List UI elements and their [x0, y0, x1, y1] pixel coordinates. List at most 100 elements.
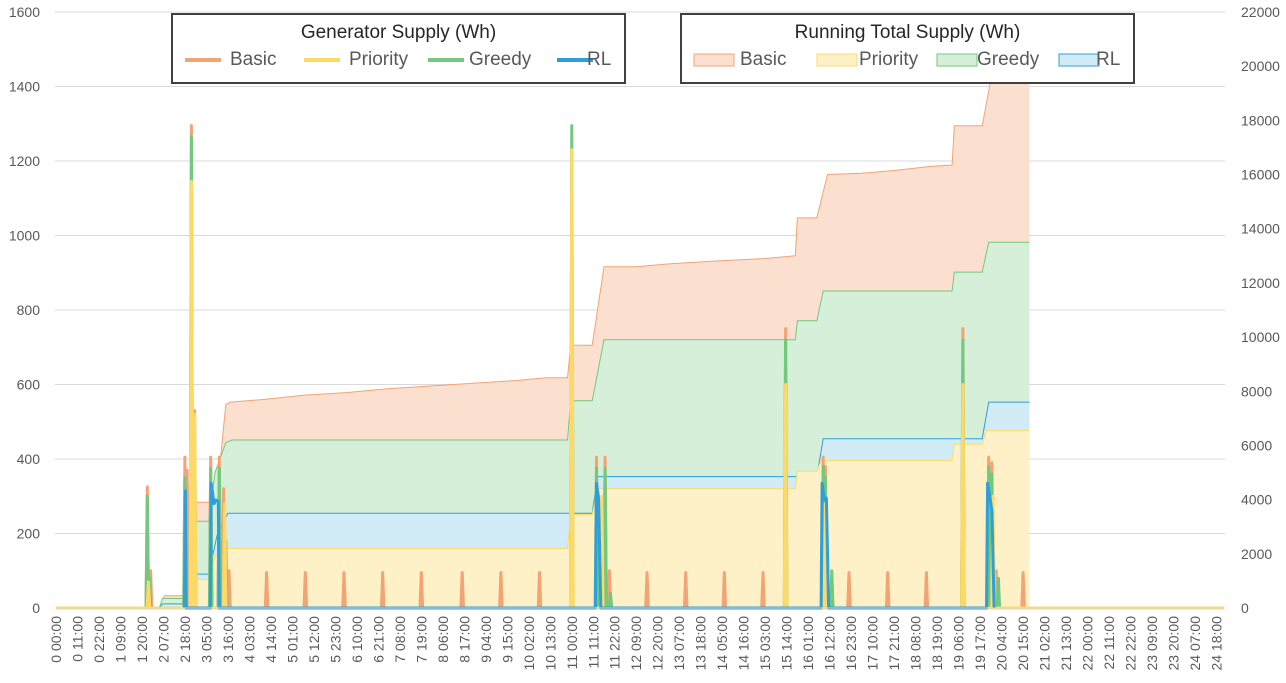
x-tick-label: 18 08:00 — [908, 616, 924, 671]
legend-swatch-rl — [1058, 53, 1100, 67]
right-tick-label: 20000 — [1241, 58, 1280, 74]
x-tick-label: 2 07:00 — [156, 616, 172, 663]
left-tick-label: 1200 — [9, 153, 40, 169]
left-tick-label: 600 — [17, 377, 41, 393]
x-tick-label: 17 21:00 — [886, 616, 902, 671]
x-tick-label: 12 20:00 — [650, 616, 666, 671]
x-tick-label: 3 05:00 — [198, 616, 214, 663]
x-tick-label: 22 22:00 — [1123, 616, 1139, 671]
right-tick-label: 0 — [1241, 600, 1249, 616]
x-tick-label: 13 18:00 — [693, 616, 709, 671]
legend-swatch-basic — [693, 53, 735, 67]
legend-running-total-supply-wh: Running Total Supply (Wh) Basic Priority Gr… — [680, 13, 1135, 84]
x-tick-label: 8 06:00 — [435, 616, 451, 663]
x-tick-label: 19 06:00 — [951, 616, 967, 671]
x-tick-label: 16 01:00 — [800, 616, 816, 671]
x-tick-label: 9 04:00 — [478, 616, 494, 663]
x-tick-label: 2 18:00 — [177, 616, 193, 663]
x-tick-label: 4 03:00 — [241, 616, 257, 663]
right-tick-label: 14000 — [1241, 221, 1280, 237]
x-tick-label: 15 03:00 — [757, 616, 773, 671]
legend-title: Running Total Supply (Wh) — [795, 22, 1021, 43]
legend-label-priority: Priority — [349, 49, 409, 70]
x-tick-label: 1 20:00 — [134, 616, 150, 663]
x-tick-label: 3 16:00 — [220, 616, 236, 663]
left-tick-label: 400 — [17, 451, 41, 467]
x-tick-label: 21 02:00 — [1037, 616, 1053, 671]
right-tick-label: 8000 — [1241, 383, 1272, 399]
x-tick-label: 9 15:00 — [499, 616, 515, 663]
line-rl — [183, 481, 996, 610]
x-tick-label: 21 13:00 — [1058, 616, 1074, 671]
x-tick-label: 20 15:00 — [1015, 616, 1031, 671]
legend-label-rl: RL — [587, 49, 611, 70]
x-tick-label: 0 00:00 — [48, 616, 64, 663]
legend-label-greedy: Greedy — [977, 49, 1040, 70]
right-tick-label: 12000 — [1241, 275, 1280, 291]
x-tick-label: 22 11:00 — [1101, 616, 1117, 670]
x-tick-label: 5 23:00 — [327, 616, 343, 663]
x-axis: 0 00:00 0 11:00 0 22:00 1 09:00 1 20:00 2 07:… — [48, 616, 1225, 671]
x-tick-label: 22 00:00 — [1080, 616, 1096, 671]
x-tick-label: 6 10:00 — [349, 616, 365, 663]
left-axis: 0 200 400 600 800 1000 1200 1400 1600 — [9, 4, 40, 616]
x-tick-label: 24 18:00 — [1209, 616, 1225, 671]
x-tick-label: 5 12:00 — [306, 616, 322, 663]
x-tick-label: 10 13:00 — [542, 616, 558, 671]
legend-generator-supply-wh: Generator Supply (Wh) Basic Priority Greedy… — [171, 13, 626, 84]
legend-label-rl: RL — [1096, 49, 1120, 70]
x-tick-label: 10 02:00 — [521, 616, 537, 671]
legend-swatch-priority — [816, 53, 858, 67]
x-tick-label: 23 20:00 — [1166, 616, 1182, 671]
right-tick-label: 10000 — [1241, 329, 1280, 345]
x-tick-label: 16 23:00 — [843, 616, 859, 671]
x-tick-label: 11 22:00 — [607, 616, 623, 670]
x-tick-label: 11 00:00 — [564, 616, 580, 670]
x-tick-label: 0 22:00 — [91, 616, 107, 663]
right-tick-label: 16000 — [1241, 167, 1280, 183]
x-tick-label: 12 09:00 — [628, 616, 644, 671]
x-tick-label: 15 14:00 — [779, 616, 795, 671]
x-tick-label: 14 16:00 — [736, 616, 752, 671]
x-tick-label: 11 11:00 — [585, 616, 601, 669]
right-tick-label: 4000 — [1241, 492, 1272, 508]
legend-title: Generator Supply (Wh) — [301, 22, 496, 43]
running-total-areas — [56, 75, 1030, 609]
x-tick-label: 14 05:00 — [714, 616, 730, 671]
right-tick-label: 2000 — [1241, 546, 1272, 562]
legends: Generator Supply (Wh) Basic Priority Greedy… — [171, 13, 1135, 84]
left-tick-label: 1000 — [9, 228, 40, 244]
legend-label-greedy: Greedy — [469, 49, 532, 70]
legend-box — [171, 13, 626, 84]
left-tick-label: 0 — [32, 600, 40, 616]
x-tick-label: 7 19:00 — [413, 616, 429, 663]
legend-box — [680, 13, 1135, 84]
right-axis: 0 2000 4000 6000 8000 10000 12000 14000 16000 180… — [1241, 4, 1280, 616]
x-tick-label: 18 19:00 — [929, 616, 945, 671]
x-tick-label: 19 17:00 — [972, 616, 988, 671]
x-tick-label: 23 09:00 — [1144, 616, 1160, 671]
right-tick-label: 22000 — [1241, 4, 1280, 20]
left-tick-label: 1400 — [9, 79, 40, 95]
x-tick-label: 20 04:00 — [994, 616, 1010, 671]
x-tick-label: 0 11:00 — [70, 616, 86, 662]
x-tick-label: 13 07:00 — [671, 616, 687, 671]
legend-label-priority: Priority — [859, 49, 919, 70]
x-tick-label: 8 17:00 — [456, 616, 472, 663]
left-tick-label: 200 — [17, 526, 41, 542]
legend-label-basic: Basic — [740, 49, 786, 70]
x-tick-label: 6 21:00 — [370, 616, 386, 663]
right-tick-label: 18000 — [1241, 112, 1280, 128]
x-tick-label: 4 14:00 — [263, 616, 279, 663]
x-tick-label: 7 08:00 — [392, 616, 408, 663]
left-tick-label: 1600 — [9, 4, 40, 20]
left-tick-label: 800 — [17, 302, 41, 318]
x-tick-label: 16 12:00 — [822, 616, 838, 671]
legend-swatch-greedy — [936, 53, 978, 67]
x-tick-label: 1 09:00 — [113, 616, 129, 663]
legend-label-basic: Basic — [230, 49, 276, 70]
x-tick-label: 17 10:00 — [865, 616, 881, 671]
right-tick-label: 6000 — [1241, 437, 1272, 453]
x-tick-label: 5 01:00 — [284, 616, 300, 663]
